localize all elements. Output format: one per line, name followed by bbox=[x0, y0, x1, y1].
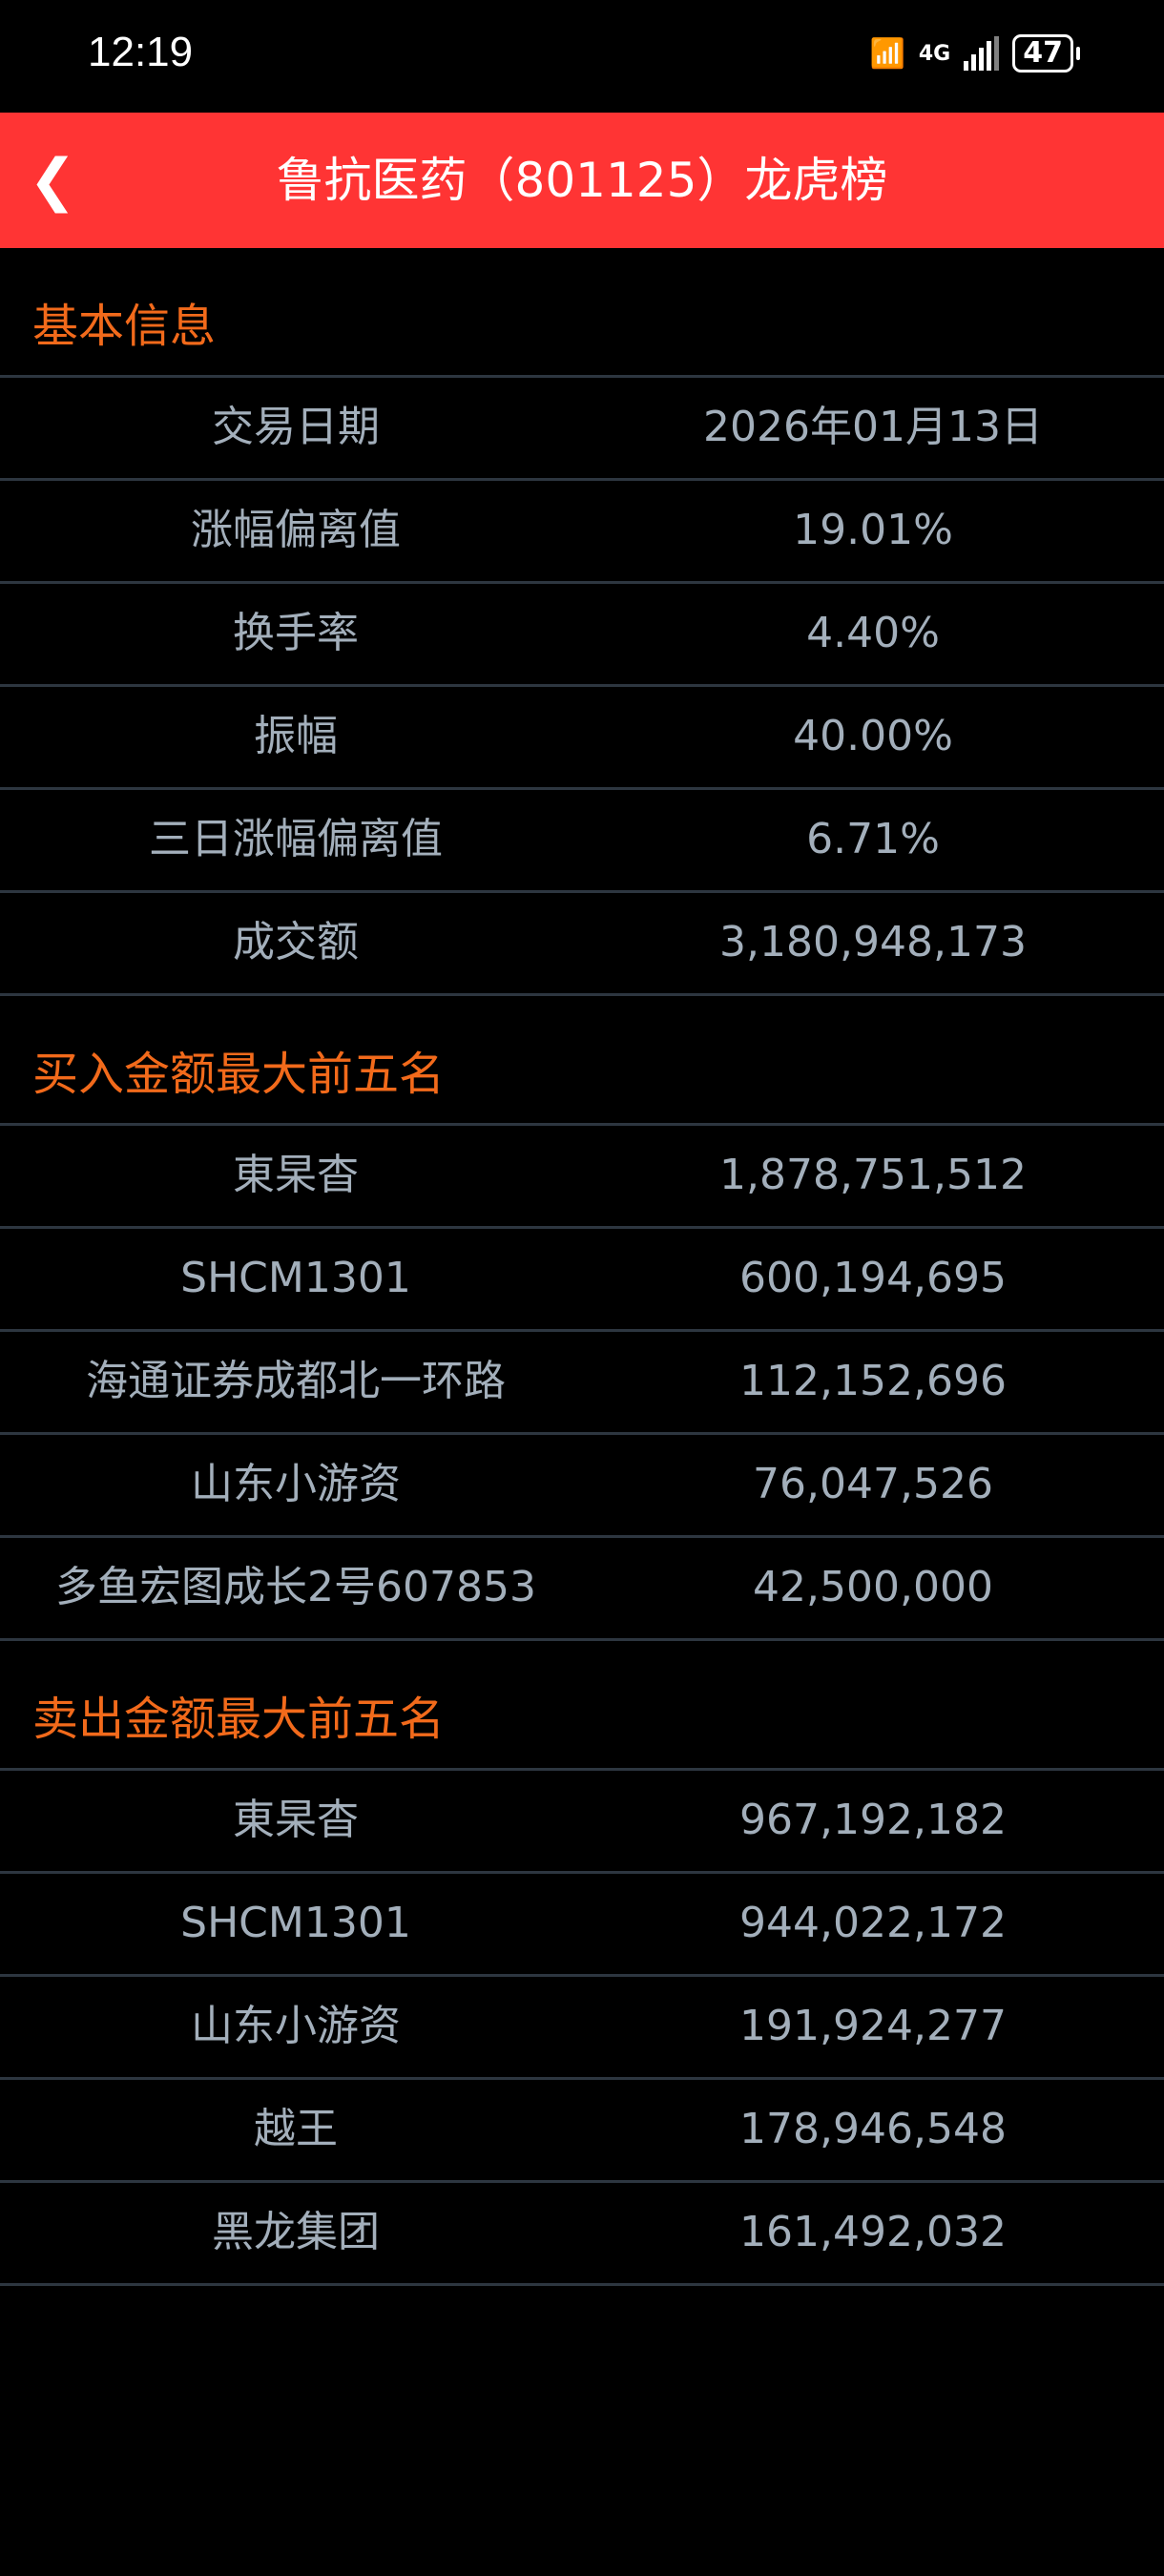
table-row: 山东小游资 76,047,526 bbox=[0, 1435, 1164, 1538]
table-row: 振幅 40.00% bbox=[0, 687, 1164, 790]
page-title: 鲁抗医药（801125）龙虎榜 bbox=[276, 153, 888, 208]
row-label: 涨幅偏离值 bbox=[191, 506, 401, 554]
row-value: 4.40% bbox=[806, 609, 940, 657]
row-value: 76,047,526 bbox=[753, 1460, 993, 1508]
signal-icon bbox=[964, 36, 1000, 71]
back-button[interactable]: ❮ bbox=[29, 147, 76, 214]
row-value: 19.01% bbox=[793, 506, 953, 554]
row-label: 多鱼宏图成长2号607853 bbox=[55, 1563, 536, 1611]
dragon-tiger-list: 基本信息交易日期 2026年01月13日涨幅偏离值 19.01% 换手率 4.40% 振幅… bbox=[0, 248, 1164, 2286]
row-label: 山东小游资 bbox=[191, 2002, 401, 2050]
row-value: 3,180,948,173 bbox=[719, 918, 1027, 966]
row-label: 越王 bbox=[254, 2105, 338, 2153]
section-title: 买入金额最大前五名 bbox=[0, 996, 1164, 1126]
row-label: 交易日期 bbox=[212, 403, 380, 451]
section-1: 买入金额最大前五名東杲杳 1,878,751,512 SHCM1301 600,194… bbox=[0, 996, 1164, 1641]
table-row: 越王 178,946,548 bbox=[0, 2080, 1164, 2183]
status-icons: 📶 4G 47 bbox=[869, 34, 1080, 73]
row-label: 海通证券成都北一环路 bbox=[86, 1357, 506, 1405]
row-value: 178,946,548 bbox=[739, 2105, 1007, 2153]
table-row: SHCM1301 600,194,695 bbox=[0, 1229, 1164, 1332]
row-label: 黑龙集团 bbox=[212, 2208, 380, 2256]
row-value: 2026年01月13日 bbox=[703, 403, 1043, 451]
section-title: 卖出金额最大前五名 bbox=[0, 1641, 1164, 1771]
app-header: ❮ 鲁抗医药（801125）龙虎榜 bbox=[0, 113, 1164, 248]
table-row: 交易日期 2026年01月13日 bbox=[0, 378, 1164, 481]
table-row: 三日涨幅偏离值 6.71% bbox=[0, 790, 1164, 893]
row-value: 112,152,696 bbox=[739, 1357, 1007, 1405]
status-bar: 12:19 📶 4G 47 bbox=[0, 0, 1164, 113]
row-label: 山东小游资 bbox=[191, 1460, 401, 1508]
row-label: SHCM1301 bbox=[180, 1254, 411, 1302]
row-value: 967,192,182 bbox=[739, 1796, 1007, 1844]
table-row: 黑龙集团 161,492,032 bbox=[0, 2183, 1164, 2286]
row-value: 191,924,277 bbox=[739, 2002, 1007, 2050]
row-label: 三日涨幅偏离值 bbox=[149, 815, 443, 863]
row-label: 换手率 bbox=[233, 609, 359, 657]
status-time: 12:19 bbox=[88, 29, 194, 75]
wifi-icon: 📶 bbox=[869, 36, 905, 71]
table-row: 海通证券成都北一环路 112,152,696 bbox=[0, 1332, 1164, 1435]
table-row: 涨幅偏离值 19.01% bbox=[0, 481, 1164, 584]
table-row: 多鱼宏图成长2号607853 42,500,000 bbox=[0, 1538, 1164, 1641]
row-value: 40.00% bbox=[793, 712, 953, 760]
row-value: 6.71% bbox=[806, 815, 940, 863]
section-2: 卖出金额最大前五名東杲杳 967,192,182 SHCM1301 944,022,1… bbox=[0, 1641, 1164, 2286]
row-value: 161,492,032 bbox=[739, 2208, 1007, 2256]
row-value: 1,878,751,512 bbox=[719, 1151, 1027, 1199]
battery-icon: 47 bbox=[1012, 34, 1080, 73]
section-title: 基本信息 bbox=[0, 248, 1164, 378]
row-label: 振幅 bbox=[254, 712, 338, 760]
section-0: 基本信息交易日期 2026年01月13日涨幅偏离值 19.01% 换手率 4.40% 振幅… bbox=[0, 248, 1164, 996]
table-row: 東杲杳 1,878,751,512 bbox=[0, 1126, 1164, 1229]
table-row: 山东小游资 191,924,277 bbox=[0, 1977, 1164, 2080]
table-row: 成交额 3,180,948,173 bbox=[0, 893, 1164, 996]
table-row: 换手率 4.40% bbox=[0, 584, 1164, 687]
network-type: 4G bbox=[918, 41, 951, 66]
row-label: 成交额 bbox=[233, 918, 359, 966]
table-row: SHCM1301 944,022,172 bbox=[0, 1874, 1164, 1977]
table-row: 東杲杳 967,192,182 bbox=[0, 1771, 1164, 1874]
row-label: 東杲杳 bbox=[233, 1151, 359, 1199]
row-label: SHCM1301 bbox=[180, 1899, 411, 1947]
row-value: 600,194,695 bbox=[739, 1254, 1007, 1302]
row-value: 42,500,000 bbox=[753, 1563, 993, 1611]
row-label: 東杲杳 bbox=[233, 1796, 359, 1844]
row-value: 944,022,172 bbox=[739, 1899, 1007, 1947]
chevron-left-icon: ❮ bbox=[29, 147, 77, 214]
